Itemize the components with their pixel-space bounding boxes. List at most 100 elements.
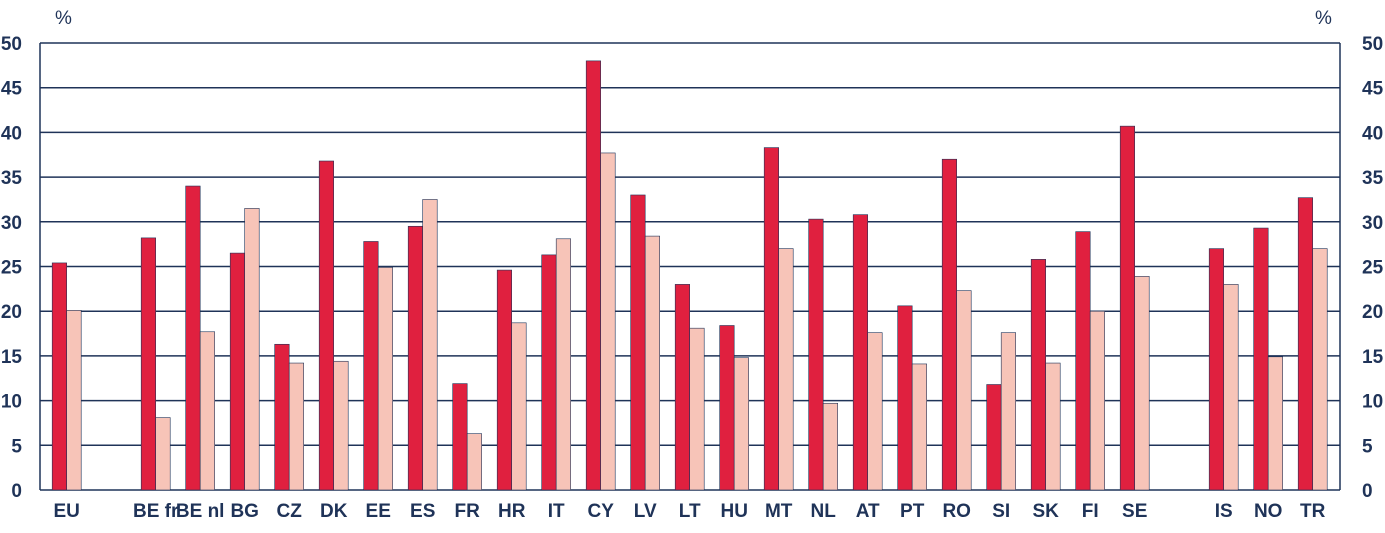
bar-series-1 bbox=[1075, 231, 1091, 491]
bar-series-2 bbox=[333, 360, 349, 491]
y-tick-label-left: 15 bbox=[1, 347, 23, 368]
bar-series-1 bbox=[630, 194, 646, 491]
bar-series-2 bbox=[511, 322, 527, 491]
y-tick-label-left: 5 bbox=[11, 436, 22, 457]
bar-series-2 bbox=[555, 238, 572, 491]
bar-series-2 bbox=[644, 235, 661, 491]
x-tick-label: MT bbox=[765, 501, 793, 522]
x-tick-label: CZ bbox=[277, 501, 303, 522]
bar-series-1 bbox=[808, 218, 824, 491]
y-tick-label-left: 30 bbox=[1, 213, 22, 234]
x-tick-label: BE nl bbox=[176, 501, 225, 522]
y-tick-label-right: 30 bbox=[1362, 213, 1383, 234]
bar-series-1 bbox=[496, 269, 513, 491]
x-tick-label: IS bbox=[1215, 501, 1233, 522]
x-tick-label: DK bbox=[320, 501, 348, 522]
y-tick-label-left: 40 bbox=[1, 123, 22, 144]
bar-series-1 bbox=[541, 254, 557, 491]
y-tick-label-left: 0 bbox=[11, 481, 22, 502]
y-tick-label-right: 25 bbox=[1362, 258, 1384, 279]
x-tick-label: SI bbox=[992, 501, 1010, 522]
bar-series-1 bbox=[897, 305, 913, 491]
y-tick-label-left: 10 bbox=[1, 392, 22, 413]
bar-series-2 bbox=[1223, 284, 1239, 491]
x-tick-label: EU bbox=[53, 501, 79, 522]
bar-series-1 bbox=[1208, 248, 1224, 491]
bar-series-2 bbox=[956, 290, 972, 491]
y-axis-right: 0 5 10 15 20 25 30 35 40 45 50 bbox=[1362, 34, 1384, 502]
bar-series-2 bbox=[1045, 362, 1061, 491]
bar-series-2 bbox=[199, 331, 215, 491]
x-tick-label: SE bbox=[1122, 501, 1147, 522]
bar-series-1 bbox=[1030, 259, 1046, 491]
y-axis-unit-left: % bbox=[55, 8, 72, 29]
bar-series-1 bbox=[185, 185, 201, 491]
bar-series-2 bbox=[1312, 248, 1328, 491]
x-tick-label: BE fr bbox=[133, 501, 179, 522]
bar-series-1 bbox=[274, 343, 290, 491]
y-tick-label-right: 20 bbox=[1362, 302, 1383, 323]
x-tick-label: RO bbox=[942, 501, 971, 522]
y-tick-label-left: 50 bbox=[1, 34, 22, 55]
x-tick-label: PT bbox=[900, 501, 925, 522]
x-tick-label: CY bbox=[587, 501, 614, 522]
x-tick-label: BG bbox=[230, 501, 259, 522]
bar-series-2 bbox=[155, 417, 171, 491]
x-tick-label: NL bbox=[811, 501, 837, 522]
y-axis-unit-right: % bbox=[1315, 8, 1332, 29]
x-tick-label: FR bbox=[455, 501, 481, 522]
y-tick-label-right: 40 bbox=[1362, 123, 1383, 144]
bar-series-2 bbox=[1134, 276, 1150, 491]
bar-series-1 bbox=[852, 214, 869, 491]
bar-series-2 bbox=[1267, 356, 1283, 491]
x-tick-label: FI bbox=[1082, 501, 1099, 522]
bar-series-1 bbox=[1253, 227, 1269, 491]
x-tick-label: EE bbox=[366, 501, 391, 522]
y-tick-label-right: 5 bbox=[1362, 436, 1373, 457]
x-tick-label: TR bbox=[1300, 501, 1326, 522]
bar-series-1 bbox=[229, 252, 245, 491]
bar-series-2 bbox=[422, 199, 438, 491]
bar-series-1 bbox=[51, 262, 68, 491]
bar-series-2 bbox=[778, 248, 794, 491]
x-tick-label: LV bbox=[634, 501, 657, 522]
bar-series-1 bbox=[1297, 197, 1313, 491]
y-axis-left: 0 5 10 15 20 25 30 35 40 45 50 bbox=[1, 34, 23, 502]
bar-series-1 bbox=[719, 325, 735, 491]
bar-series-1 bbox=[763, 147, 780, 491]
bar-series-2 bbox=[822, 402, 839, 491]
y-tick-label-right: 35 bbox=[1362, 168, 1384, 189]
bar-series-1 bbox=[452, 383, 468, 491]
x-tick-label: AT bbox=[856, 501, 880, 522]
bar-series-2 bbox=[466, 433, 483, 491]
bar-series-1 bbox=[674, 284, 691, 491]
y-tick-label-right: 45 bbox=[1362, 79, 1384, 100]
bar-series-2 bbox=[867, 332, 883, 491]
y-tick-label-left: 35 bbox=[1, 168, 23, 189]
bar-series-2 bbox=[600, 152, 616, 491]
y-tick-label-right: 0 bbox=[1362, 481, 1373, 502]
bar-series-1 bbox=[363, 241, 379, 491]
x-tick-label: HR bbox=[498, 501, 526, 522]
bar-series-2 bbox=[733, 357, 750, 491]
axes bbox=[39, 43, 1341, 490]
y-tick-label-right: 15 bbox=[1362, 347, 1384, 368]
bar-series-2 bbox=[689, 327, 705, 491]
bar-series-1 bbox=[140, 237, 156, 491]
y-tick-label-left: 45 bbox=[1, 79, 23, 100]
bar-series-2 bbox=[1000, 332, 1017, 491]
x-tick-label: IT bbox=[548, 501, 565, 522]
x-tick-label: NO bbox=[1254, 501, 1283, 522]
bar-series-2 bbox=[66, 310, 82, 491]
x-tick-label: SK bbox=[1032, 501, 1059, 522]
bar-series-2 bbox=[1089, 310, 1105, 491]
bar-series-1 bbox=[407, 225, 424, 491]
bar-series-1 bbox=[941, 158, 958, 491]
x-tick-label: ES bbox=[410, 501, 435, 522]
x-tick-label: HU bbox=[720, 501, 747, 522]
bar-series-2 bbox=[288, 362, 305, 491]
x-tick-label: LT bbox=[679, 501, 701, 522]
bar-series-1 bbox=[318, 160, 335, 491]
